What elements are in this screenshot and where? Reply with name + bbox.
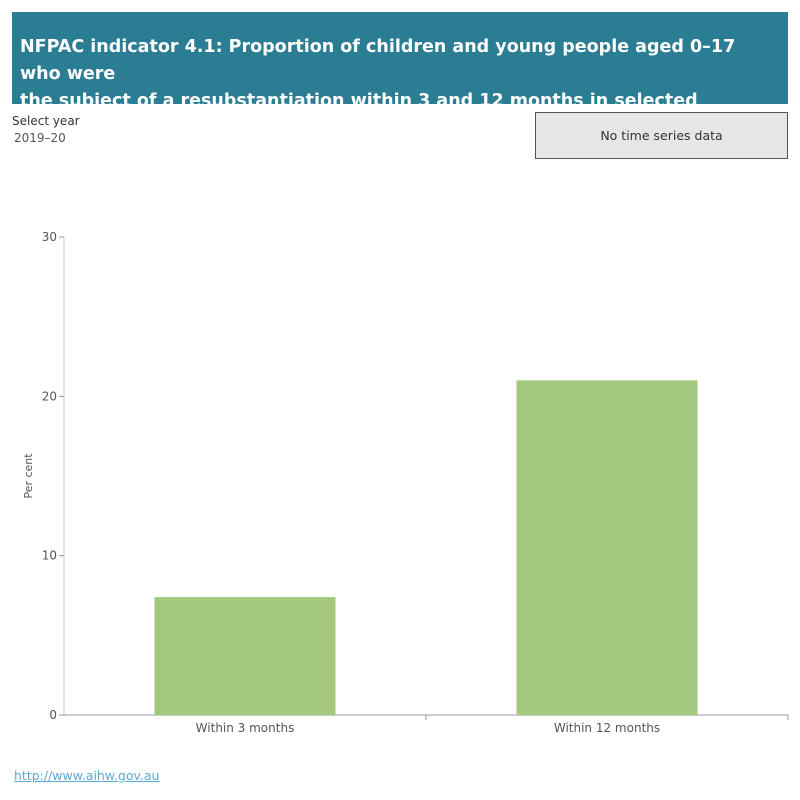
y-axis-title: Per cent xyxy=(22,453,35,499)
chart-title-line-2: the subject of a resubstantiation within… xyxy=(20,91,698,138)
x-tick-label: Within 3 months xyxy=(196,721,295,735)
x-tick-label: Within 12 months xyxy=(554,721,660,735)
bar xyxy=(516,380,698,715)
y-tick-label: 30 xyxy=(42,230,57,244)
y-tick-label: 0 xyxy=(49,708,57,722)
year-filter-value[interactable]: 2019–20 xyxy=(14,131,66,145)
y-tick-label: 10 xyxy=(42,549,57,563)
bar xyxy=(154,597,336,715)
aihw-link[interactable]: http://www.aihw.gov.au xyxy=(14,768,160,783)
title-banner: NFPAC indicator 4.1: Proportion of child… xyxy=(12,12,788,138)
year-filter-label: Select year xyxy=(12,114,80,128)
chart-title-line-1: NFPAC indicator 4.1: Proportion of child… xyxy=(20,37,736,84)
y-tick-label: 20 xyxy=(42,389,57,403)
no-time-series-button[interactable]: No time series data xyxy=(535,112,788,159)
